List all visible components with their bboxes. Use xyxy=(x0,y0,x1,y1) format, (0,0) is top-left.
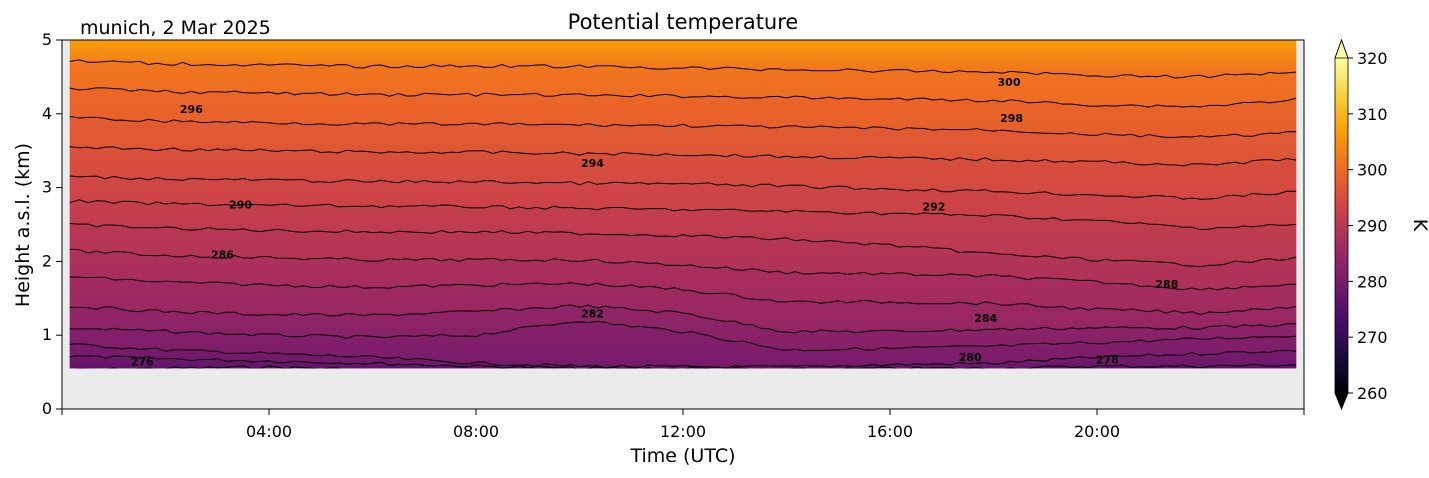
contour-line-282 xyxy=(69,320,1297,352)
x-tick-label: 04:00 xyxy=(246,422,292,441)
y-tick-label: 5 xyxy=(42,30,52,49)
colorbar-label: K xyxy=(1409,219,1429,232)
y-tick-label: 1 xyxy=(42,325,52,344)
contour-label: 294 xyxy=(581,157,604,170)
contour-label: 282 xyxy=(581,308,604,321)
contour-line-284 xyxy=(69,304,1297,334)
contour-label: 280 xyxy=(959,351,982,364)
contour-label: 300 xyxy=(998,76,1021,89)
colorbar-tick-label: 300 xyxy=(1357,161,1388,180)
contour-labels: 276 278 280 282 284 286 288 290 292 294 296 298 300 xyxy=(131,76,1179,369)
colorbar-extend-min xyxy=(1335,393,1348,409)
contour-line-300 xyxy=(69,87,1297,108)
x-tick-label: 12:00 xyxy=(660,422,706,441)
colorbar-tick-label: 310 xyxy=(1357,105,1388,124)
location-date-label: munich, 2 Mar 2025 xyxy=(80,17,271,39)
colorbar-tick-label: 260 xyxy=(1357,384,1388,403)
contour-label: 276 xyxy=(131,356,154,369)
contour-label: 278 xyxy=(1096,353,1119,366)
colorbar-tick-label: 320 xyxy=(1357,49,1388,68)
contour-line-278 xyxy=(69,354,1297,369)
contour-line-302 xyxy=(69,59,1297,79)
y-axis-label: Height a.s.l. (km) xyxy=(12,143,34,307)
x-tick-label: 16:00 xyxy=(867,422,913,441)
contour-band xyxy=(69,276,1297,333)
colorbar: 260 270 280 290 300 310 320 K xyxy=(1334,38,1429,411)
colorbar-gradient xyxy=(1335,58,1348,393)
contour-lines xyxy=(69,59,1297,369)
colorbar-ticks: 260 270 280 290 300 310 320 xyxy=(1334,38,1388,411)
heatmap-structure xyxy=(69,60,1297,369)
contour-line-292 xyxy=(69,199,1297,231)
y-axis-ticks: 0 1 2 3 4 5 xyxy=(42,30,62,418)
x-axis-label: Time (UTC) xyxy=(629,445,735,467)
contour-band xyxy=(69,147,1297,199)
plot-area: 276 278 280 282 284 286 288 290 292 294 296 298 300 xyxy=(61,39,1305,410)
contour-label: 286 xyxy=(211,248,234,261)
contour-line-280 xyxy=(69,343,1297,369)
chart-title: Potential temperature xyxy=(568,10,799,34)
y-tick-label: 0 xyxy=(42,399,52,418)
contour-line-286 xyxy=(69,276,1297,316)
contour-band xyxy=(69,117,1297,166)
y-tick-label: 3 xyxy=(42,178,52,197)
y-tick-label: 4 xyxy=(42,104,52,123)
contour-band xyxy=(69,201,1297,266)
contour-label: 296 xyxy=(180,103,203,116)
contour-band xyxy=(69,250,1297,314)
colorbar-tick-label: 290 xyxy=(1357,217,1388,236)
contour-label: 298 xyxy=(1000,112,1023,125)
contour-line-276 xyxy=(76,365,365,369)
colorbar-tick-label: 270 xyxy=(1357,328,1388,347)
colorbar-extend-max xyxy=(1334,38,1349,59)
contour-line-298 xyxy=(69,115,1297,138)
contour-line-290 xyxy=(69,223,1297,268)
colorbar-tick-label: 280 xyxy=(1357,272,1388,291)
contour-label: 292 xyxy=(923,201,946,214)
x-tick-label: 08:00 xyxy=(453,422,499,441)
contour-line-296 xyxy=(69,146,1297,167)
contour-band xyxy=(69,320,1297,368)
contour-label: 288 xyxy=(1155,278,1178,291)
x-axis-ticks: 04:00 08:00 12:00 16:00 20:00 xyxy=(61,409,1305,441)
contour-label: 290 xyxy=(229,198,252,211)
x-tick-label: 20:00 xyxy=(1074,422,1120,441)
contour-line-288 xyxy=(69,248,1297,291)
contour-band xyxy=(69,356,1297,369)
contour-line-294 xyxy=(69,175,1297,200)
contour-label: 284 xyxy=(974,312,997,325)
contour-band xyxy=(69,305,1297,352)
contour-band xyxy=(69,224,1297,290)
y-tick-label: 2 xyxy=(42,251,52,270)
